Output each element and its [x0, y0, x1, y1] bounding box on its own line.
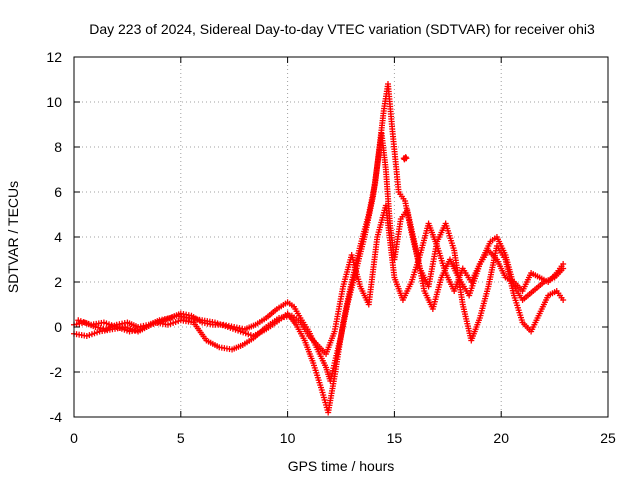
y-tick-label: 0 [54, 319, 62, 335]
x-tick-label: 5 [177, 430, 185, 446]
data-point [403, 155, 410, 162]
annotation-cluster [400, 154, 410, 163]
x-tick-label: 0 [70, 430, 78, 446]
x-tick-label: 25 [600, 430, 616, 446]
y-tick-label: 12 [46, 49, 62, 65]
y-tick-label: -2 [50, 364, 63, 380]
chart-title: Day 223 of 2024, Sidereal Day-to-day VTE… [89, 21, 595, 37]
series-track-c [75, 202, 567, 357]
x-axis-title: GPS time / hours [288, 458, 395, 474]
series-track-b [71, 81, 567, 416]
data-points [71, 81, 567, 416]
y-tick-label: 6 [54, 184, 62, 200]
x-tick-label: 15 [387, 430, 403, 446]
y-tick-label: 8 [54, 139, 62, 155]
y-tick-label: 4 [54, 229, 62, 245]
y-tick-label: -4 [50, 409, 63, 425]
x-tick-label: 10 [280, 430, 296, 446]
y-tick-label: 10 [46, 94, 62, 110]
data-point [560, 297, 567, 303]
axis-ticks: 0 5 10 15 20 25 -4 -2 0 2 4 6 8 10 12 [46, 49, 616, 446]
y-tick-label: 2 [54, 274, 62, 290]
y-axis-title: SDTVAR / TECUs [5, 181, 21, 293]
data-point [560, 261, 567, 267]
grid-lines [74, 57, 608, 417]
x-tick-label: 20 [493, 430, 509, 446]
